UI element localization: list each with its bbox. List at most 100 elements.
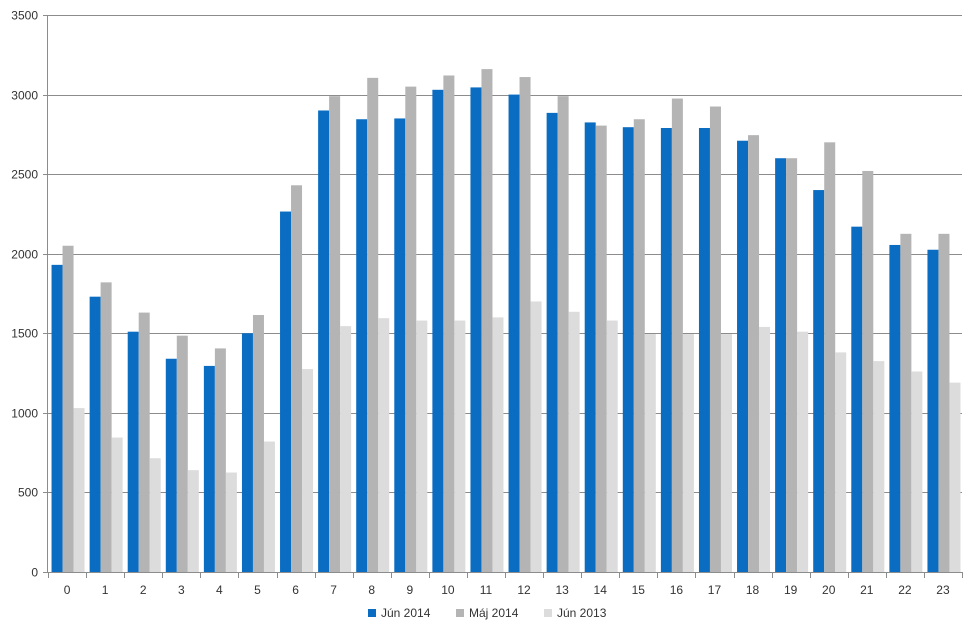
x-tick-label: 3 xyxy=(178,583,185,597)
bar-j-n-2013-12 xyxy=(530,301,542,572)
x-tick-label: 13 xyxy=(555,583,569,597)
bar-j-n-2014-14 xyxy=(584,122,596,573)
legend-label: Jún 2013 xyxy=(557,606,607,620)
x-tick-label: 23 xyxy=(936,583,950,597)
bar-j-n-2014-5 xyxy=(241,333,253,572)
bar-j-n-2013-11 xyxy=(492,317,504,572)
x-tick-label: 9 xyxy=(406,583,413,597)
x-tick-label: 15 xyxy=(632,583,646,597)
bar-m-j-2014-9 xyxy=(405,86,417,572)
bar-j-n-2013-0 xyxy=(73,408,85,572)
bar-j-n-2014-13 xyxy=(546,112,558,572)
bar-j-n-2013-5 xyxy=(263,441,275,572)
x-tick-label: 4 xyxy=(216,583,223,597)
legend-swatch xyxy=(368,609,376,617)
legend-swatch xyxy=(456,609,464,617)
y-tick-label: 0 xyxy=(31,566,38,580)
bar-j-n-2014-1 xyxy=(89,296,101,572)
x-tick-label: 21 xyxy=(860,583,874,597)
bar-j-n-2013-17 xyxy=(720,334,732,572)
bar-m-j-2014-12 xyxy=(519,77,531,573)
bar-j-n-2014-18 xyxy=(737,140,749,573)
x-tick-label: 17 xyxy=(708,583,722,597)
bar-j-n-2014-6 xyxy=(280,211,292,572)
bar-j-n-2013-1 xyxy=(111,437,123,572)
y-tick-label: 1500 xyxy=(11,327,38,341)
bar-j-n-2014-20 xyxy=(813,190,825,573)
bar-j-n-2013-6 xyxy=(302,369,314,572)
bar-m-j-2014-11 xyxy=(481,69,493,572)
x-tick-label: 1 xyxy=(102,583,109,597)
y-tick-label: 3500 xyxy=(11,9,38,23)
bar-j-n-2014-2 xyxy=(127,331,139,572)
x-tick-label: 8 xyxy=(368,583,375,597)
legend-item: Máj 2014 xyxy=(456,606,519,620)
y-tick-label: 1000 xyxy=(11,407,38,421)
bar-j-n-2014-23 xyxy=(927,249,939,572)
legend-item: Jún 2013 xyxy=(544,606,607,620)
legend-label: Jún 2014 xyxy=(381,606,431,620)
bar-j-n-2013-15 xyxy=(644,334,656,572)
bar-j-n-2013-2 xyxy=(149,458,161,572)
bar-j-n-2014-22 xyxy=(889,244,901,572)
x-tick-label: 11 xyxy=(480,583,493,597)
bar-j-n-2014-3 xyxy=(165,358,177,572)
bar-m-j-2014-2 xyxy=(138,312,150,572)
bar-m-j-2014-7 xyxy=(329,96,341,573)
bar-j-n-2014-7 xyxy=(318,110,330,572)
bar-j-n-2013-23 xyxy=(949,382,961,572)
bar-j-n-2014-4 xyxy=(203,365,215,572)
bar-m-j-2014-10 xyxy=(443,75,455,572)
x-tick-label: 18 xyxy=(746,583,760,597)
bar-j-n-2014-16 xyxy=(660,127,672,573)
x-tick-label: 22 xyxy=(898,583,912,597)
bar-j-n-2013-10 xyxy=(454,320,466,572)
bar-j-n-2014-21 xyxy=(851,226,863,572)
bar-j-n-2013-13 xyxy=(568,311,580,572)
bar-j-n-2013-21 xyxy=(873,361,885,572)
x-tick-label: 6 xyxy=(292,583,299,597)
bar-j-n-2014-15 xyxy=(622,127,634,573)
x-tick-label: 5 xyxy=(254,583,261,597)
bar-j-n-2013-14 xyxy=(606,320,618,572)
bar-j-n-2013-8 xyxy=(378,318,390,572)
legend-item: Jún 2014 xyxy=(368,606,431,620)
x-tick-label: 7 xyxy=(330,583,337,597)
bar-j-n-2014-19 xyxy=(775,158,787,572)
bar-m-j-2014-23 xyxy=(938,233,950,573)
x-tick-label: 19 xyxy=(784,583,798,597)
bar-m-j-2014-18 xyxy=(748,135,760,572)
bar-j-n-2014-0 xyxy=(51,264,63,572)
bar-m-j-2014-17 xyxy=(709,106,721,572)
x-tick-label: 20 xyxy=(822,583,836,597)
x-tick-label: 16 xyxy=(670,583,684,597)
x-tick-label: 14 xyxy=(594,583,608,597)
bar-m-j-2014-15 xyxy=(633,119,645,572)
bar-j-n-2014-10 xyxy=(432,89,444,572)
y-tick-label: 2000 xyxy=(11,248,38,262)
legend-swatch xyxy=(544,609,552,617)
bar-m-j-2014-21 xyxy=(862,170,874,572)
bar-j-n-2013-7 xyxy=(340,326,352,572)
y-tick-label: 3000 xyxy=(11,89,38,103)
x-tick-labels: 0 1 2 3 4 5 6 7 8 9 10 11 12 13 14 15 16 17 18 19 20 21 22 23 xyxy=(64,583,950,597)
bars xyxy=(51,69,961,573)
bar-j-n-2013-16 xyxy=(682,334,694,572)
x-tick-label: 12 xyxy=(517,583,531,597)
bar-j-n-2013-9 xyxy=(416,320,428,572)
bar-j-n-2013-19 xyxy=(797,331,809,572)
x-tick-label: 0 xyxy=(64,583,71,597)
y-tick-label: 500 xyxy=(18,486,38,500)
y-tick-label: 2500 xyxy=(11,168,38,182)
bar-j-n-2013-20 xyxy=(835,352,847,572)
bar-m-j-2014-1 xyxy=(100,282,112,572)
x-tick-label: 10 xyxy=(441,583,455,597)
bar-j-n-2014-11 xyxy=(470,87,482,572)
bar-m-j-2014-16 xyxy=(671,98,683,573)
bar-m-j-2014-6 xyxy=(291,185,303,573)
bar-j-n-2013-4 xyxy=(225,472,237,572)
axes xyxy=(43,15,963,578)
bar-m-j-2014-22 xyxy=(900,233,912,573)
bar-m-j-2014-13 xyxy=(557,96,569,573)
